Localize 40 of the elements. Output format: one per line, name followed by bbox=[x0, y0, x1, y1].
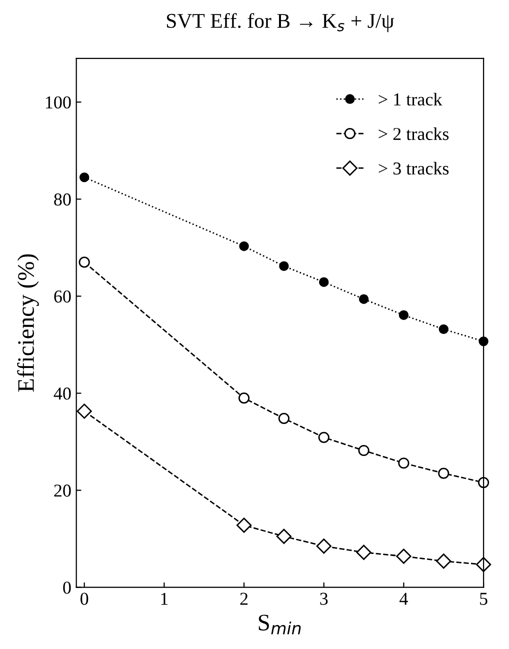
y-tick-label: 40 bbox=[54, 388, 71, 400]
y-axis-title: Efficiency (%) bbox=[17, 254, 39, 392]
point bbox=[238, 392, 250, 404]
chart-title: SVT Eff. for B → K$_{s}$ + J/ψ bbox=[166, 13, 394, 32]
point bbox=[438, 324, 448, 334]
x-axis-title: S$_{min}$ bbox=[258, 614, 301, 634]
point bbox=[438, 468, 450, 479]
point bbox=[78, 256, 90, 268]
point bbox=[236, 518, 252, 533]
x-tick-label: 5 bbox=[480, 592, 488, 605]
point bbox=[356, 544, 372, 560]
point bbox=[398, 458, 410, 469]
y-tick-label: 80 bbox=[54, 193, 71, 206]
point bbox=[279, 261, 289, 271]
legend-label: > 3 tracks bbox=[378, 162, 449, 175]
point bbox=[358, 444, 370, 456]
y-tick-label: 60 bbox=[54, 290, 71, 303]
legend-label: > 2 tracks bbox=[378, 127, 449, 140]
point bbox=[436, 554, 452, 569]
point bbox=[316, 538, 332, 554]
point bbox=[318, 432, 330, 443]
point bbox=[319, 277, 329, 287]
x-tick-label: 1 bbox=[161, 592, 168, 605]
point bbox=[79, 172, 90, 182]
point bbox=[278, 412, 290, 424]
point bbox=[396, 548, 412, 564]
x-tick-label: 4 bbox=[400, 592, 408, 605]
point bbox=[478, 476, 490, 488]
point bbox=[358, 294, 369, 304]
y-tick-label: 20 bbox=[54, 484, 71, 497]
point bbox=[398, 310, 409, 320]
y-tick-label: 0 bbox=[63, 582, 71, 594]
point bbox=[276, 528, 292, 544]
point bbox=[76, 404, 92, 419]
x-tick-label: 0 bbox=[80, 592, 88, 605]
y-tick-label: 100 bbox=[46, 96, 71, 109]
x-tick-label: 3 bbox=[320, 592, 328, 605]
legend-label: > 1 track bbox=[378, 92, 442, 106]
point bbox=[239, 241, 249, 252]
x-tick-label: 2 bbox=[240, 592, 248, 605]
